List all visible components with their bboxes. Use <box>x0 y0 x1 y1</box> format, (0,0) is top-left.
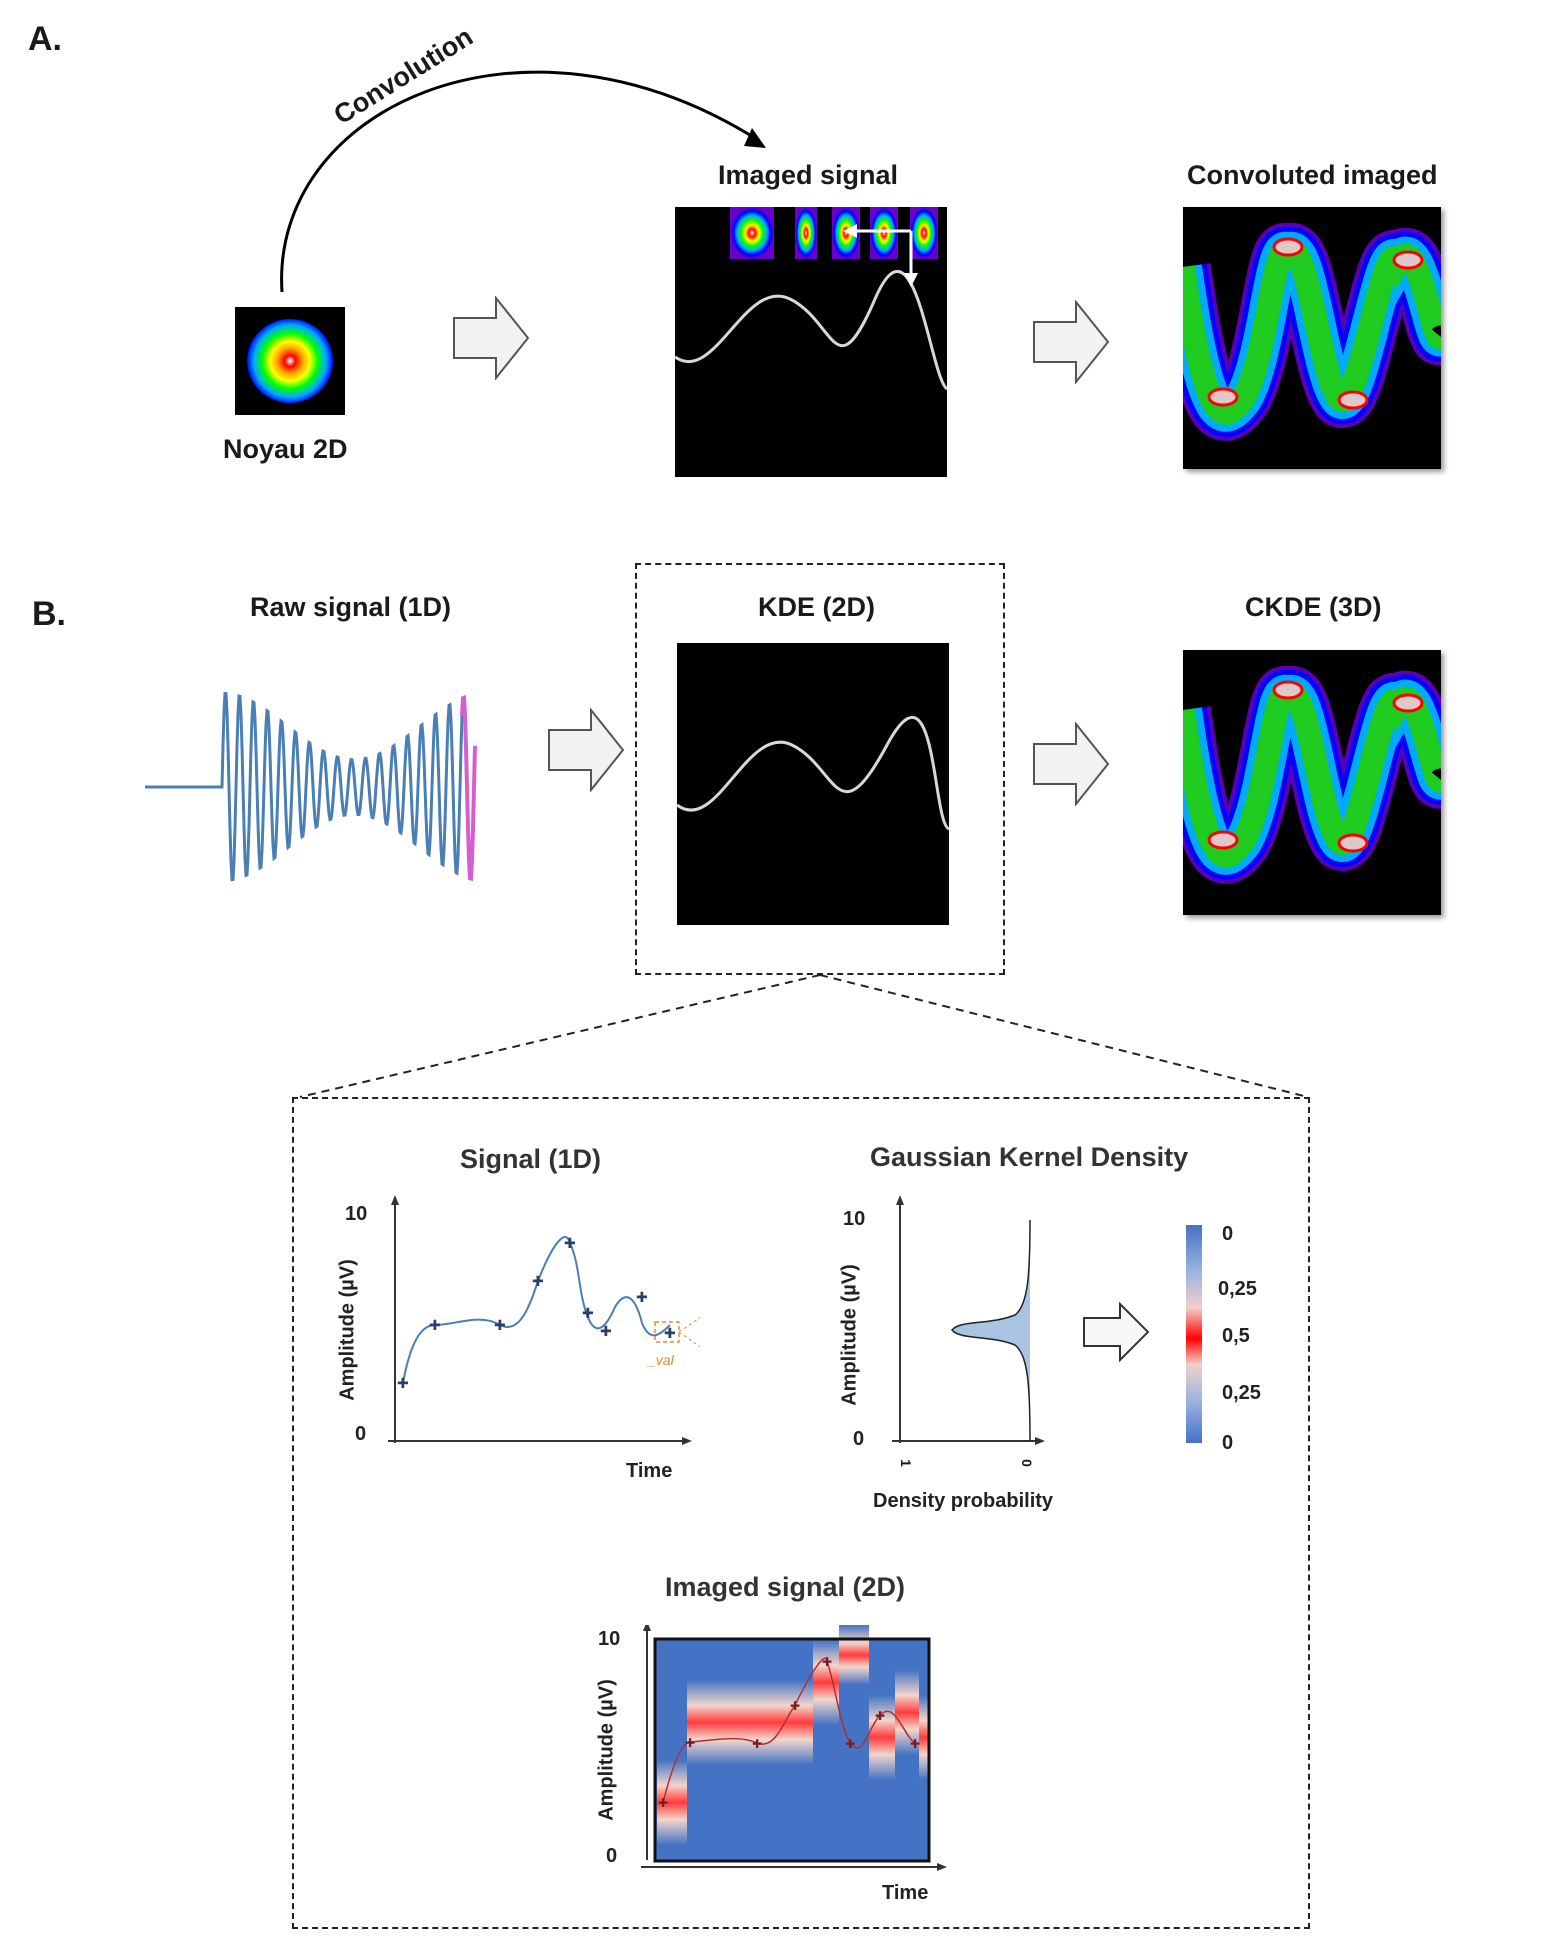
svg-text:✚: ✚ <box>664 1326 676 1342</box>
imaged-signal-image <box>674 207 949 477</box>
gkd-tick-1: 1 <box>897 1459 914 1467</box>
colorbar-tick-3: 0,25 <box>1222 1382 1261 1404</box>
svg-text:✚: ✚ <box>790 1699 800 1713</box>
imaged-2d-y-min: 0 <box>606 1845 618 1867</box>
double-arrow-icon <box>843 224 918 287</box>
kde-image <box>676 643 950 925</box>
convolution-label: Convolution <box>328 21 479 131</box>
imaged-2d-y-label: Amplitude (µV) <box>595 1679 618 1821</box>
gkd-y-min: 0 <box>853 1428 865 1450</box>
signal-y-max: 10 <box>345 1203 368 1225</box>
kernel-image <box>235 307 345 415</box>
colorbar-tick-0: 0 <box>1222 1223 1234 1245</box>
right-arrow-icon <box>1033 722 1110 806</box>
imaged-2d-y-max: 10 <box>598 1628 621 1650</box>
svg-text:✚: ✚ <box>822 1655 832 1669</box>
svg-text:✚: ✚ <box>582 1306 594 1322</box>
svg-text:✚: ✚ <box>429 1318 441 1334</box>
gkd-tick-0: 0 <box>1018 1459 1035 1467</box>
ckde-image <box>1155 650 1469 915</box>
svg-text:✚: ✚ <box>658 1796 668 1810</box>
gkd-x-label: Density probability <box>873 1490 1054 1512</box>
panel-b-label: B. <box>32 595 66 633</box>
imaged-signal-title: Imaged signal <box>718 160 899 190</box>
signal-y-label: Amplitude (µV) <box>336 1259 359 1401</box>
colorbar-tick-1: 0,25 <box>1218 1278 1257 1300</box>
right-arrow-icon <box>453 296 530 380</box>
svg-text:✚: ✚ <box>845 1737 855 1751</box>
imaged-2d-chart: ✚ ✚ ✚ ✚ ✚ ✚ ✚ ✚ <box>641 1625 947 1871</box>
imaged-2d-x-label: Time <box>882 1882 929 1904</box>
gkd-chart <box>892 1195 1045 1445</box>
svg-text:✚: ✚ <box>910 1737 920 1751</box>
kernel-label: Noyau 2D <box>223 434 348 464</box>
kde-box <box>635 563 1005 975</box>
gkd-y-label: Amplitude (µV) <box>838 1264 861 1406</box>
signal-x-label: Time <box>626 1460 673 1482</box>
svg-text:✚: ✚ <box>752 1737 762 1751</box>
gkd-y-max: 10 <box>843 1208 866 1230</box>
signal-y-min: 0 <box>355 1423 367 1445</box>
convoluted-image <box>1155 207 1469 469</box>
imaged-2d-title: Imaged signal (2D) <box>665 1572 906 1602</box>
panel-a-label: A. <box>28 20 62 58</box>
raw-signal-title: Raw signal (1D) <box>250 592 452 622</box>
signal-1d-chart: ✚ ✚ ✚ ✚ ✚ ✚ ✚ ✚ ✚ <box>388 1195 700 1445</box>
colorbar-tick-4: 0 <box>1222 1432 1234 1454</box>
val-label: _val <box>648 1352 674 1368</box>
colorbar <box>1186 1225 1202 1443</box>
right-arrow-icon <box>1083 1302 1150 1362</box>
svg-text:✚: ✚ <box>685 1736 695 1750</box>
svg-text:✚: ✚ <box>875 1709 885 1723</box>
signal-1d-title: Signal (1D) <box>460 1144 602 1174</box>
svg-text:✚: ✚ <box>397 1376 409 1392</box>
raw-signal-chart <box>145 691 477 882</box>
svg-text:✚: ✚ <box>600 1324 612 1340</box>
right-arrow-icon <box>1033 300 1110 384</box>
svg-text:✚: ✚ <box>494 1318 506 1334</box>
ckde-title: CKDE (3D) <box>1245 592 1382 622</box>
right-arrow-icon <box>548 708 625 792</box>
kde-title: KDE (2D) <box>758 592 876 622</box>
svg-text:✚: ✚ <box>636 1290 648 1306</box>
gkd-title: Gaussian Kernel Density <box>870 1142 1189 1172</box>
svg-text:✚: ✚ <box>532 1274 544 1290</box>
detail-box <box>292 1097 1310 1929</box>
convoluted-title: Convoluted imaged <box>1187 160 1438 190</box>
colorbar-tick-2: 0,5 <box>1222 1325 1250 1347</box>
svg-text:✚: ✚ <box>564 1236 576 1252</box>
